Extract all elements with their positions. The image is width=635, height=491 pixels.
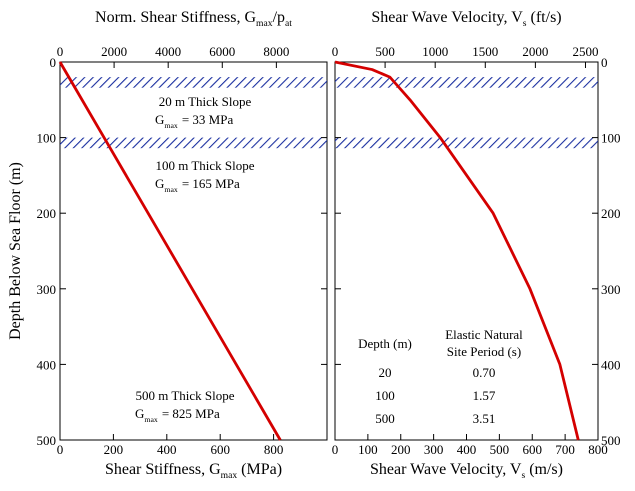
y-tick-label: 400 xyxy=(601,357,621,372)
x2-tick-label: 4000 xyxy=(155,44,181,59)
table-header: Depth (m) xyxy=(358,336,412,351)
x-tick-label: 100 xyxy=(358,442,378,457)
x2-axis-label-part: Shear Wave Velocity, V xyxy=(371,9,523,26)
annotation-stiffness: Gmax = 825 MPa xyxy=(135,406,220,424)
x2-tick-label: 1500 xyxy=(472,44,498,59)
x-tick-label: 0 xyxy=(57,442,64,457)
x2-tick-label: 8000 xyxy=(263,44,289,59)
x2-axis-label: Shear Wave Velocity, Vs (ft/s) xyxy=(371,9,561,29)
x2-tick-label: 0 xyxy=(332,44,339,59)
x2-axis-label-part: s xyxy=(523,18,527,29)
x-axis-label-part: max xyxy=(221,470,238,481)
x-tick-label: 600 xyxy=(523,442,543,457)
annotation-stiffness-part: max xyxy=(164,185,178,194)
annotation-stiffness-part: max xyxy=(144,415,158,424)
y-tick-label: 0 xyxy=(601,55,608,70)
table-header: Elastic Natural xyxy=(445,327,523,342)
plot-frame xyxy=(59,61,328,441)
y-tick-label: 0 xyxy=(50,55,57,70)
x2-tick-label: 2000 xyxy=(101,44,127,59)
annotation-stiffness-part: G xyxy=(155,176,164,191)
series-line xyxy=(58,61,282,441)
x2-axis-label: Norm. Shear Stiffness, Gmax/pat xyxy=(95,9,292,29)
y-tick-label: 200 xyxy=(601,206,621,221)
table-cell: 500 xyxy=(375,411,395,426)
x2-tick-label: 2000 xyxy=(522,44,548,59)
y-tick-label: 500 xyxy=(37,433,57,448)
annotation: 100 m Thick Slope xyxy=(155,158,254,173)
x-tick-label: 700 xyxy=(555,442,575,457)
x-tick-label: 300 xyxy=(424,442,444,457)
y-tick-label: 200 xyxy=(37,206,57,221)
x-tick-label: 0 xyxy=(332,442,339,457)
hatched-band xyxy=(60,77,327,88)
x2-axis-label-part: at xyxy=(285,18,292,29)
x-tick-label: 500 xyxy=(490,442,510,457)
annotation-stiffness: Gmax = 33 MPa xyxy=(155,112,233,130)
x-axis-label: Shear Stiffness, Gmax (MPa) xyxy=(105,461,282,481)
y-tick-label: 400 xyxy=(37,357,57,372)
x2-axis-label-part: max xyxy=(256,18,273,29)
annotation-stiffness-part: = 165 MPa xyxy=(182,176,240,191)
y-tick-label: 300 xyxy=(37,282,57,297)
annotation: 20 m Thick Slope xyxy=(159,94,252,109)
annotation-stiffness-part: G xyxy=(155,112,164,127)
series-line xyxy=(334,60,580,441)
x-tick-label: 200 xyxy=(391,442,411,457)
annotation-stiffness-part: max xyxy=(164,121,178,130)
table-cell: 20 xyxy=(379,365,392,380)
y-axis-label: Depth Below Sea Floor (m) xyxy=(7,162,24,340)
x-axis-label-part: s xyxy=(521,470,525,481)
hatched-band xyxy=(335,77,598,88)
annotation-stiffness-part: G xyxy=(135,406,144,421)
x2-axis-label-part: Norm. Shear Stiffness, G xyxy=(95,9,256,26)
x2-tick-label: 2500 xyxy=(572,44,598,59)
annotation-stiffness-part: = 33 MPa xyxy=(182,112,234,127)
hatched-band xyxy=(335,137,598,149)
y-tick-label: 500 xyxy=(601,433,621,448)
table-cell: 100 xyxy=(375,388,395,403)
table-cell: 3.51 xyxy=(473,411,496,426)
annotation-stiffness: Gmax = 165 MPa xyxy=(155,176,240,194)
x2-tick-label: 500 xyxy=(375,44,395,59)
x-axis-label-part: Shear Wave Velocity, V xyxy=(370,461,522,478)
x-axis-label-part: (MPa) xyxy=(241,461,282,478)
annotation-stiffness-part: = 825 MPa xyxy=(162,406,220,421)
x-tick-label: 400 xyxy=(157,442,177,457)
x-tick-label: 600 xyxy=(210,442,230,457)
annotation: 500 m Thick Slope xyxy=(135,388,234,403)
x-tick-label: 400 xyxy=(457,442,477,457)
hatched-band xyxy=(60,137,327,149)
plot-frame xyxy=(334,61,599,441)
table-cell: 1.57 xyxy=(473,388,496,403)
x-tick-label: 200 xyxy=(104,442,124,457)
x2-tick-label: 6000 xyxy=(209,44,235,59)
x2-axis-label-part: /p xyxy=(273,9,285,26)
x-tick-label: 800 xyxy=(588,442,608,457)
y-tick-label: 100 xyxy=(37,131,57,146)
x-tick-label: 800 xyxy=(264,442,284,457)
table-cell: 0.70 xyxy=(473,365,496,380)
x-axis-label-part: Shear Stiffness, G xyxy=(105,461,221,478)
x-axis-label-part: (m/s) xyxy=(529,461,563,478)
table-header: Site Period (s) xyxy=(447,344,521,359)
x2-axis-label-part: (ft/s) xyxy=(531,9,562,26)
x-axis-label: Shear Wave Velocity, Vs (m/s) xyxy=(370,461,563,481)
y-tick-label: 100 xyxy=(601,131,621,146)
y-tick-label: 300 xyxy=(601,282,621,297)
x2-tick-label: 1000 xyxy=(422,44,448,59)
x2-tick-label: 0 xyxy=(57,44,64,59)
